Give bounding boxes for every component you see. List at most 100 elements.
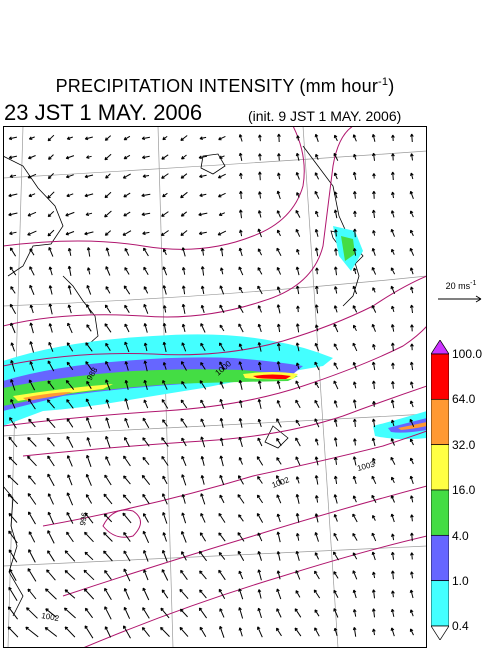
wind-vector [124, 361, 129, 371]
wind-vector [352, 305, 358, 313]
wind-vector [200, 304, 205, 313]
wind-vector [10, 342, 15, 352]
wind-vector [105, 399, 110, 409]
wind-vector [238, 588, 244, 600]
colorbar-box [431, 489, 449, 536]
wind-vector [104, 474, 112, 486]
wind-vector [333, 305, 338, 313]
isobar-label: 1002 [41, 611, 61, 623]
wind-vector [47, 134, 55, 142]
colorbar-label: 4.0 [452, 529, 469, 543]
wind-vector [352, 285, 358, 295]
wind-vector [10, 286, 16, 294]
wind-vector [314, 342, 319, 351]
wind-vector [28, 398, 36, 410]
wind-vectors [7, 133, 415, 639]
reference-vector-label: 20 ms-1 [445, 280, 477, 291]
wind-vector [314, 190, 320, 199]
wind-vector [124, 304, 130, 314]
wind-vector [391, 590, 395, 598]
wind-vector [409, 381, 414, 389]
wind-vector [372, 190, 376, 199]
wind-vector [162, 341, 167, 353]
wind-vector [352, 456, 357, 466]
wind-vector [161, 437, 169, 447]
wind-vector [353, 438, 357, 446]
wind-vector [27, 588, 37, 600]
wind-vector [352, 248, 357, 256]
wind-vector [352, 381, 357, 389]
wind-vector [372, 343, 376, 350]
wind-vector [372, 173, 376, 179]
wind-vector [409, 210, 414, 218]
wind-vector [372, 457, 376, 464]
wind-vector [84, 531, 94, 543]
wind-vector [391, 362, 395, 370]
wind-vector [409, 361, 414, 371]
wind-vector [27, 437, 37, 447]
wind-vector [295, 266, 300, 276]
wind-vector [333, 209, 338, 219]
wind-vector [333, 418, 338, 427]
wind-vector [257, 550, 262, 561]
wind-vector [8, 212, 18, 217]
wind-vector [200, 248, 205, 256]
wind-vector [180, 569, 188, 580]
wind-vector [276, 570, 281, 580]
wind-vector [372, 287, 376, 293]
precipitation-band [3, 226, 427, 440]
wind-vector [84, 193, 94, 198]
wind-vector [47, 360, 55, 372]
wind-vector [8, 456, 18, 466]
wind-vector [67, 265, 72, 276]
wind-vector [257, 267, 263, 275]
wind-vector [333, 627, 338, 637]
wind-vector [181, 474, 187, 486]
wind-vector [333, 286, 338, 294]
wind-vector [65, 231, 75, 236]
wind-vector [179, 588, 189, 600]
wind-vector [198, 155, 208, 160]
wind-vector [333, 494, 338, 504]
wind-vector [258, 171, 262, 181]
wind-vector [353, 324, 357, 332]
colorbar-box [431, 444, 449, 491]
wind-vector [104, 230, 112, 236]
wind-vector [218, 588, 226, 600]
wind-vector [371, 361, 376, 371]
wind-vector [258, 153, 262, 161]
wind-vector [314, 495, 319, 503]
wind-vector [219, 455, 224, 467]
wind-vector [409, 418, 415, 427]
wind-vector [162, 362, 167, 370]
wind-vector [276, 210, 281, 218]
wind-vector [181, 247, 186, 257]
wind-vector [9, 266, 17, 276]
wind-vector [180, 173, 188, 179]
wind-vector [219, 437, 224, 447]
wind-vector [276, 380, 281, 390]
wind-vector [409, 475, 414, 485]
wind-vector [199, 532, 207, 542]
wind-vector [10, 399, 16, 409]
wind-vector [9, 231, 17, 236]
wind-vector [105, 286, 111, 294]
wind-vector [181, 551, 187, 561]
wind-vector [143, 399, 149, 409]
wind-vector [66, 136, 73, 140]
wind-vector [257, 626, 263, 638]
wind-vector [352, 399, 357, 409]
wind-vector [371, 589, 376, 599]
wind-vector [295, 152, 300, 161]
wind-vector [105, 173, 111, 179]
wind-vector [257, 398, 262, 409]
wind-vector [161, 173, 169, 179]
wind-vector [123, 531, 131, 542]
wind-vector [218, 212, 226, 216]
wind-vector [314, 285, 319, 294]
wind-vector [314, 247, 319, 257]
wind-vector [295, 342, 300, 352]
wind-vector [219, 324, 225, 332]
wind-vector [371, 267, 377, 275]
wind-vector [352, 627, 357, 637]
